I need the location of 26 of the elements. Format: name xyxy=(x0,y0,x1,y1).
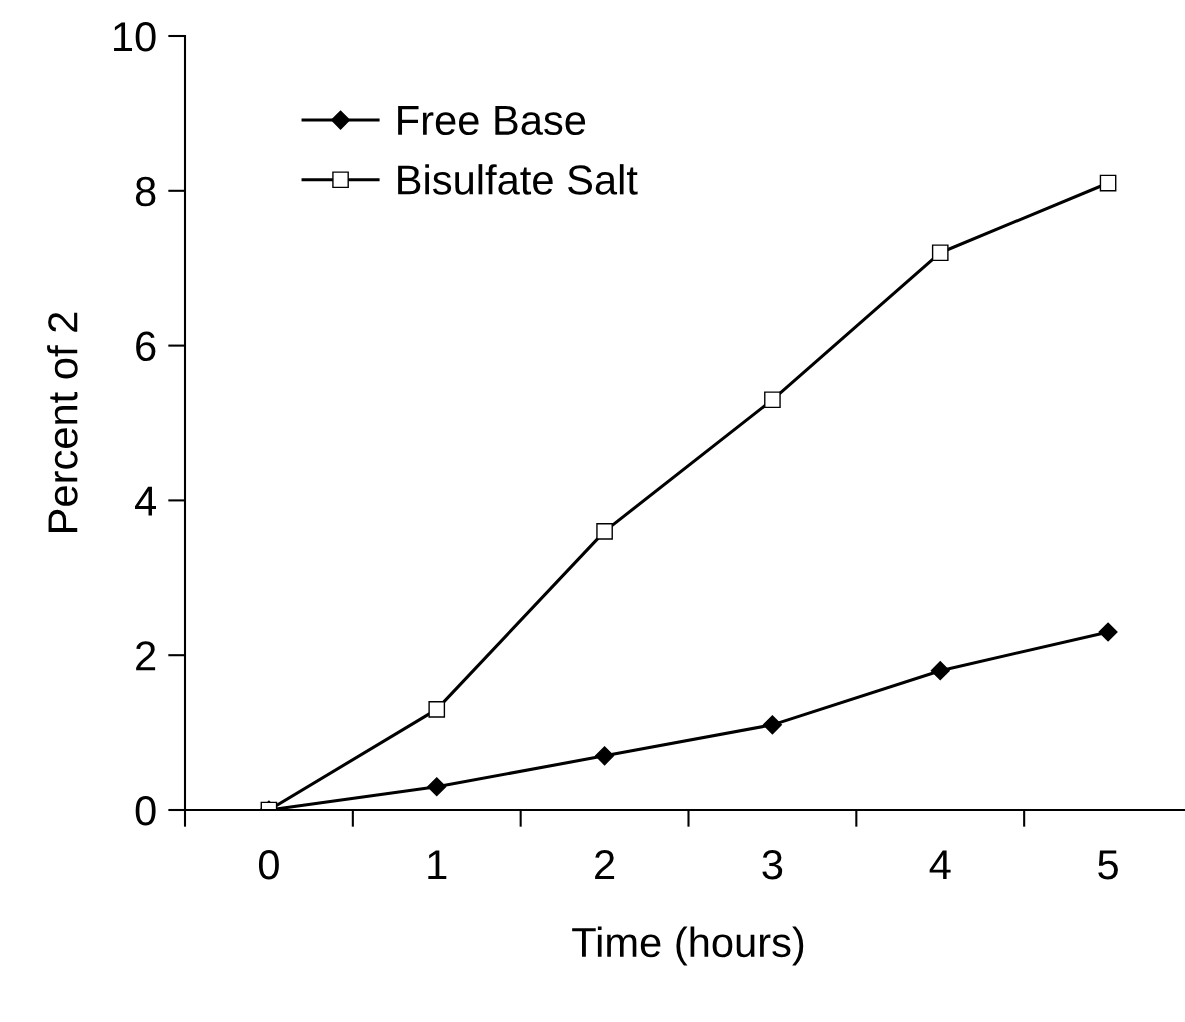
point xyxy=(762,715,782,735)
y-tick-label: 8 xyxy=(135,176,156,207)
legend-label: Free Base xyxy=(398,105,586,136)
point xyxy=(428,701,446,718)
legend-label: Bisulfate Salt xyxy=(398,164,638,195)
y-tick-label: 4 xyxy=(135,486,156,516)
point xyxy=(930,661,950,681)
y-tick-label: 0 xyxy=(135,796,156,826)
point xyxy=(596,523,613,540)
y-tick-label: 10 xyxy=(114,22,156,52)
point xyxy=(595,746,615,766)
x-tick-label: 0 xyxy=(258,849,279,880)
point xyxy=(1098,622,1118,642)
point xyxy=(764,391,781,409)
point xyxy=(931,244,949,262)
x-tick-label: 5 xyxy=(1098,850,1118,880)
point xyxy=(427,777,447,797)
x-tick-label: 1 xyxy=(428,850,447,880)
y-tick-label: 6 xyxy=(136,331,156,362)
point xyxy=(1099,174,1117,192)
x-tick-label: 4 xyxy=(929,850,951,880)
y-axis-title: Percent of 2 xyxy=(47,312,78,532)
x-tick-label: 2 xyxy=(595,849,615,880)
x-axis-title: Time (hours) xyxy=(572,926,804,966)
y-tick-label: 2 xyxy=(136,641,156,671)
x-tick-label: 3 xyxy=(762,849,783,880)
